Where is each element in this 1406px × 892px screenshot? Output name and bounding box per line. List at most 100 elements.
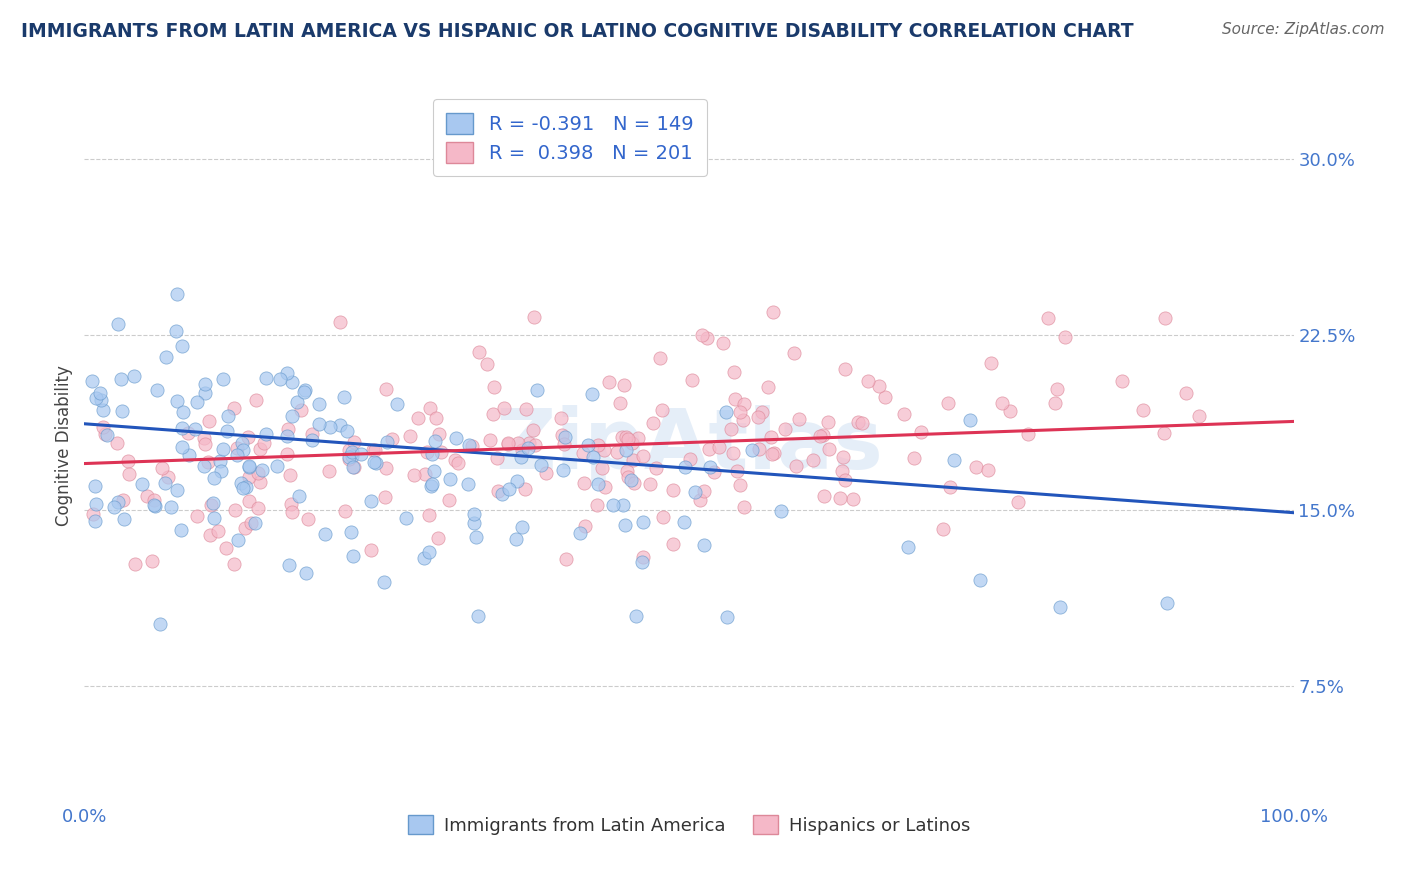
Point	[761, 430, 783, 444]
Point	[724, 392, 747, 406]
Point	[246, 467, 269, 481]
Point	[582, 450, 605, 464]
Point	[641, 417, 664, 431]
Point	[1007, 495, 1029, 509]
Point	[131, 477, 153, 491]
Point	[418, 508, 440, 523]
Point	[610, 430, 633, 444]
Point	[959, 413, 981, 427]
Point	[830, 491, 852, 505]
Point	[249, 442, 271, 456]
Point	[360, 493, 382, 508]
Point	[931, 522, 953, 536]
Point	[627, 431, 650, 445]
Point	[276, 429, 298, 443]
Point	[238, 494, 260, 508]
Point	[395, 510, 418, 524]
Point	[457, 438, 479, 452]
Point	[84, 392, 107, 406]
Point	[485, 451, 508, 466]
Point	[1111, 375, 1133, 389]
Point	[741, 443, 763, 458]
Point	[285, 395, 308, 409]
Point	[716, 405, 738, 419]
Point	[630, 555, 652, 569]
Point	[170, 441, 193, 455]
Point	[977, 462, 1000, 476]
Point	[82, 507, 104, 521]
Point	[598, 375, 620, 389]
Point	[250, 463, 273, 477]
Point	[217, 409, 239, 424]
Point	[193, 458, 215, 473]
Point	[586, 438, 609, 452]
Point	[150, 460, 173, 475]
Point	[232, 482, 254, 496]
Point	[215, 424, 238, 438]
Point	[645, 460, 668, 475]
Point	[340, 445, 363, 459]
Point	[479, 433, 502, 447]
Point	[202, 496, 225, 510]
Point	[481, 407, 503, 421]
Point	[333, 390, 356, 404]
Point	[155, 351, 177, 365]
Point	[238, 459, 260, 474]
Point	[84, 514, 107, 528]
Point	[136, 490, 159, 504]
Point	[661, 483, 683, 497]
Point	[621, 436, 644, 450]
Point	[225, 449, 247, 463]
Point	[427, 426, 450, 441]
Point	[107, 494, 129, 508]
Point	[842, 492, 865, 507]
Point	[692, 484, 714, 499]
Point	[592, 442, 614, 457]
Point	[80, 375, 103, 389]
Point	[276, 366, 298, 380]
Point	[492, 401, 515, 416]
Point	[277, 422, 299, 436]
Point	[84, 497, 107, 511]
Point	[124, 557, 146, 571]
Point	[176, 425, 198, 440]
Point	[429, 445, 451, 459]
Point	[482, 380, 505, 394]
Point	[292, 385, 315, 400]
Point	[319, 420, 342, 434]
Point	[170, 421, 193, 435]
Point	[229, 475, 252, 490]
Point	[160, 500, 183, 514]
Point	[143, 500, 166, 514]
Point	[224, 503, 246, 517]
Point	[254, 370, 277, 384]
Point	[212, 372, 235, 386]
Point	[337, 451, 360, 466]
Point	[91, 403, 114, 417]
Point	[846, 416, 869, 430]
Point	[184, 422, 207, 436]
Point	[226, 533, 249, 547]
Point	[143, 498, 166, 512]
Point	[172, 405, 194, 419]
Point	[111, 492, 134, 507]
Point	[673, 515, 696, 529]
Point	[702, 465, 724, 479]
Text: IMMIGRANTS FROM LATIN AMERICA VS HISPANIC OR LATINO COGNITIVE DISABILITY CORRELA: IMMIGRANTS FROM LATIN AMERICA VS HISPANI…	[21, 22, 1133, 41]
Point	[831, 450, 853, 465]
Point	[419, 401, 441, 415]
Point	[233, 520, 256, 534]
Point	[280, 497, 302, 511]
Point	[716, 610, 738, 624]
Point	[90, 392, 112, 407]
Point	[631, 550, 654, 565]
Point	[733, 500, 755, 515]
Point	[616, 464, 638, 478]
Point	[998, 403, 1021, 417]
Point	[553, 463, 575, 477]
Point	[801, 453, 824, 467]
Point	[437, 493, 460, 508]
Point	[586, 476, 609, 491]
Point	[506, 475, 529, 489]
Point	[614, 442, 637, 457]
